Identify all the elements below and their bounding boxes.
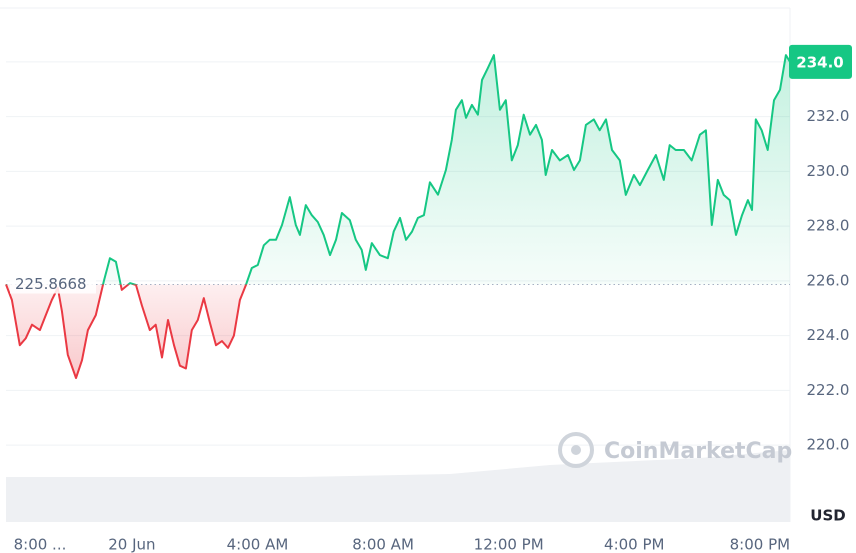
x-tick-label: 8:00 AM <box>352 536 414 553</box>
y-tick-label: 232.0 <box>807 107 850 125</box>
baseline-label-bg <box>10 273 96 294</box>
price-area <box>5 55 790 378</box>
x-tick-label: 4:00 AM <box>227 536 289 553</box>
watermark-logo <box>558 432 594 468</box>
y-tick-label: 220.0 <box>807 436 850 454</box>
y-axis-label: USD <box>810 507 845 525</box>
last-price-tag <box>789 44 852 79</box>
y-tick-label: 230.0 <box>807 162 850 180</box>
price-line <box>5 54 791 379</box>
y-tick-label: 222.0 <box>807 381 850 399</box>
watermark: CoinMarketCap <box>604 439 792 464</box>
x-tick-label: 20 Jun <box>108 536 155 553</box>
volume-area <box>6 450 790 522</box>
x-tick-label: 12:00 PM <box>474 536 544 553</box>
x-tick-label: 4:00 PM <box>604 536 664 553</box>
y-tick-label: 226.0 <box>807 271 850 289</box>
x-tick-label: 8:00 PM <box>730 536 790 553</box>
y-tick-label: 228.0 <box>807 217 850 235</box>
y-tick-label: 224.0 <box>807 326 850 344</box>
x-tick-label: 8:00 ... <box>14 536 67 553</box>
baseline-label: 225.8668 <box>15 275 87 293</box>
last-price-label: 234.0 <box>796 53 843 71</box>
